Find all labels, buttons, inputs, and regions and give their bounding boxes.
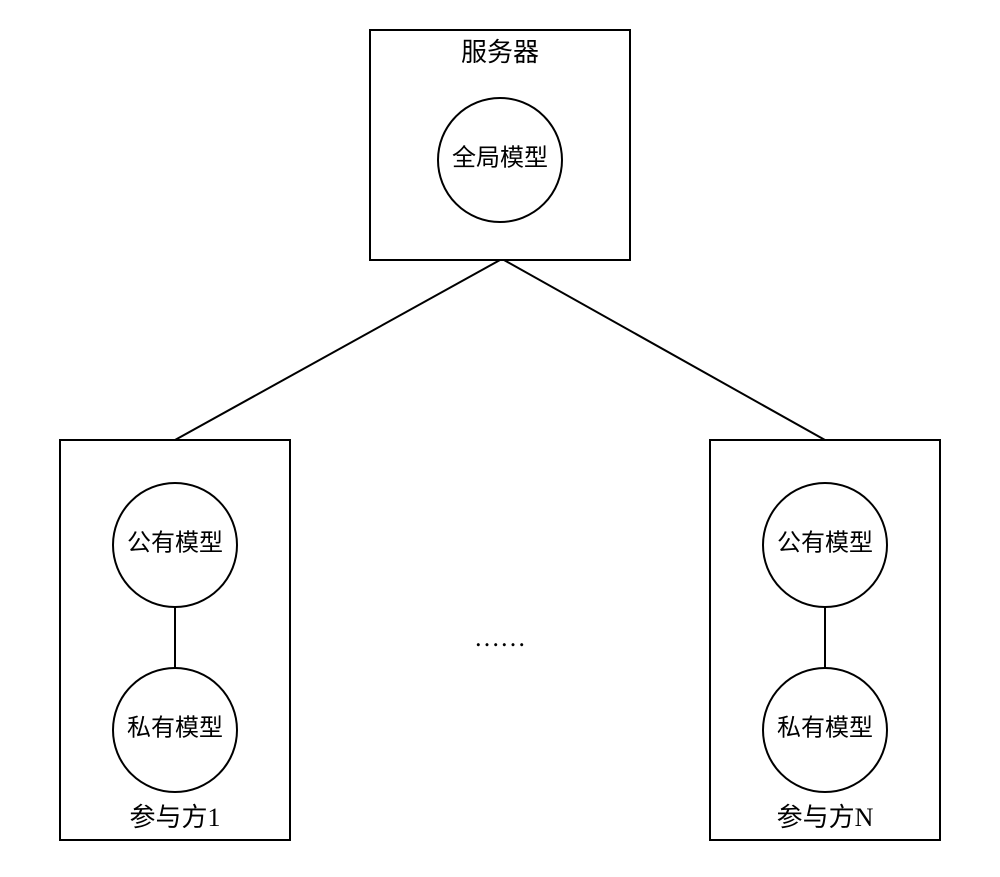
public-model-label: 公有模型 — [777, 530, 873, 557]
public-model-label: 公有模型 — [127, 530, 223, 557]
global-model-label: 全局模型 — [452, 145, 548, 172]
participant-title: 参与方N — [777, 803, 874, 832]
ellipsis-text: …… — [474, 623, 526, 652]
connector-line — [504, 260, 825, 440]
private-model-label: 私有模型 — [777, 715, 873, 742]
participant-title: 参与方1 — [129, 803, 220, 832]
private-model-label: 私有模型 — [127, 715, 223, 742]
server-title: 服务器 — [461, 38, 539, 67]
connector-line — [175, 260, 500, 440]
